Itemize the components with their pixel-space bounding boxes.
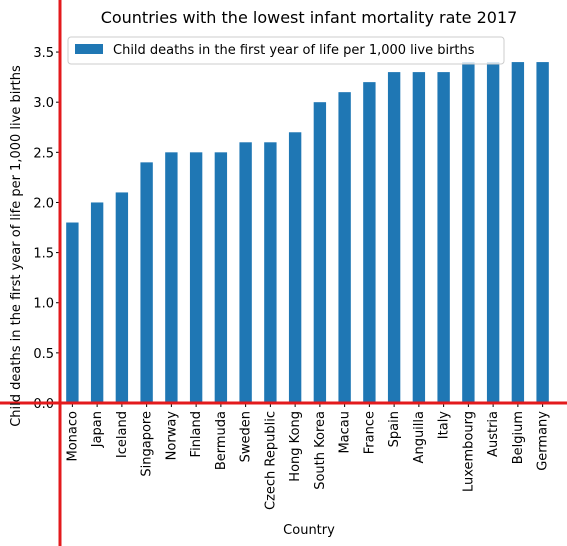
x-tick-label: Sweden — [239, 411, 254, 462]
x-tick-label: Monaco — [65, 411, 80, 462]
legend: Child deaths in the first year of life p… — [67, 36, 505, 65]
bar-anguilla — [412, 72, 426, 404]
y-tick-label: 3.5 — [33, 46, 54, 61]
bar-south-korea — [313, 102, 327, 404]
y-tick-label: 2.5 — [33, 146, 54, 161]
x-tick-label: Anguilla — [412, 411, 427, 463]
x-tick-label: Spain — [387, 411, 402, 447]
y-tick-label: 1.5 — [33, 247, 54, 262]
y-axis-ticks: 0.00.51.01.52.02.53.03.5 — [33, 46, 60, 412]
bar-hong-kong — [288, 132, 302, 403]
x-tick-label: South Korea — [313, 411, 328, 490]
bar-iceland — [115, 192, 129, 403]
bar-monaco — [66, 222, 79, 403]
legend-box — [67, 36, 505, 65]
x-tick-label: Austria — [486, 411, 501, 457]
bar-macau — [338, 92, 351, 403]
legend-label: Child deaths in the first year of life p… — [113, 43, 475, 58]
bar-singapore — [140, 162, 153, 403]
x-tick-label: Hong Kong — [288, 411, 303, 482]
bar-norway — [165, 152, 178, 403]
x-tick-label: Luxembourg — [461, 411, 476, 492]
bar-belgium — [511, 62, 525, 403]
bar-germany — [536, 62, 549, 403]
bars-group — [66, 62, 549, 404]
y-tick-label: 1.0 — [33, 297, 54, 312]
bar-luxembourg — [462, 62, 475, 403]
x-tick-label: Bermuda — [214, 411, 229, 470]
x-tick-label: Japan — [90, 411, 105, 448]
y-tick-label: 3.0 — [33, 96, 54, 111]
y-tick-label: 0.5 — [33, 347, 54, 362]
chart-title: Countries with the lowest infant mortali… — [101, 8, 518, 27]
bar-finland — [189, 152, 203, 403]
x-axis-label: Country — [283, 523, 335, 538]
y-axis-label: Child deaths in the first year of life p… — [9, 65, 24, 427]
y-tick-label: 2.0 — [33, 196, 54, 211]
x-tick-label: Czech Republic — [263, 411, 278, 510]
bar-italy — [437, 72, 450, 404]
x-tick-label: Singapore — [140, 411, 155, 477]
bar-bermuda — [214, 152, 228, 403]
x-tick-label: Macau — [338, 411, 353, 454]
x-axis-ticks: Monaco Japan Iceland Singapore Norway Finland… — [65, 403, 551, 510]
x-tick-label: Finland — [189, 411, 204, 457]
x-tick-label: France — [362, 411, 377, 454]
bar-czech-republic — [264, 142, 277, 403]
bar-austria — [486, 62, 500, 403]
bar-france — [363, 82, 376, 403]
legend-swatch — [75, 44, 103, 54]
x-tick-label: Belgium — [511, 411, 526, 464]
bar-spain — [387, 72, 401, 404]
x-tick-label: Italy — [437, 411, 452, 440]
x-tick-label: Iceland — [115, 411, 130, 458]
x-tick-label: Norway — [164, 411, 179, 461]
bar-japan — [90, 202, 104, 403]
bar-sweden — [239, 142, 252, 403]
x-tick-label: Germany — [536, 411, 551, 471]
